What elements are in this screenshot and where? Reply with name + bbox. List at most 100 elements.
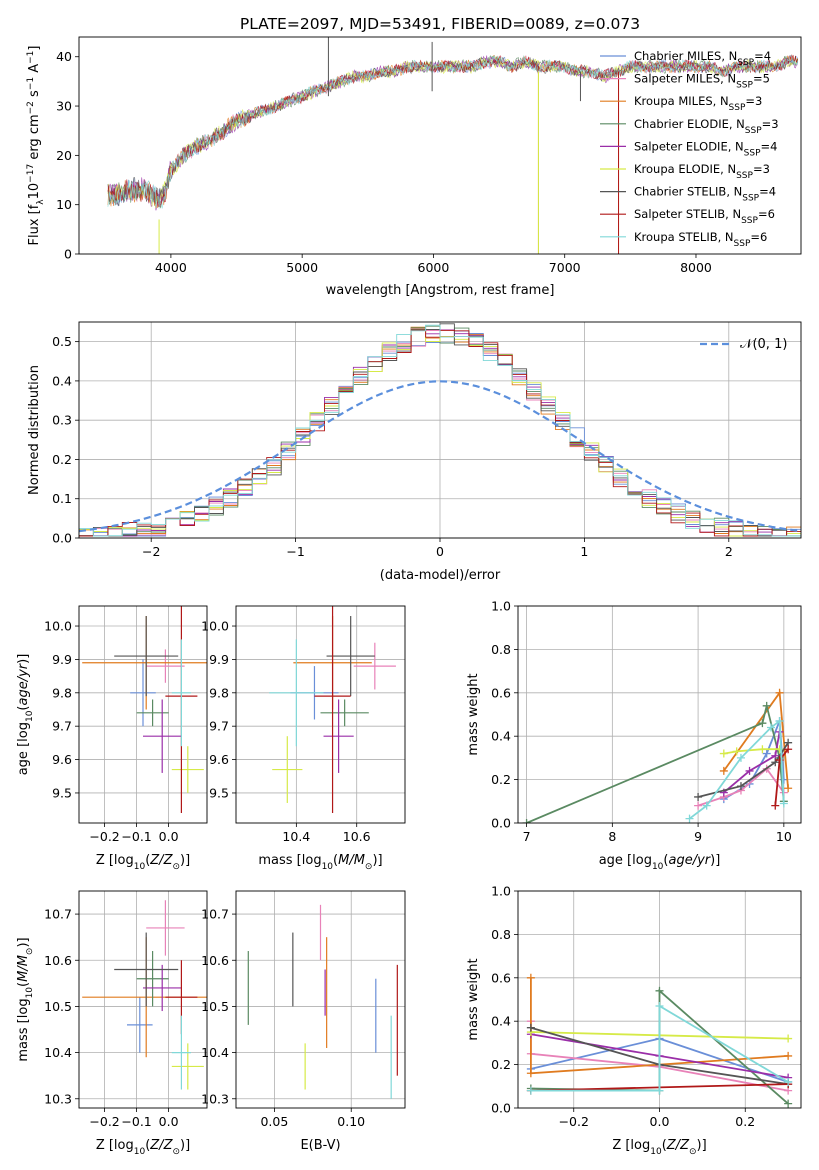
axes-frame-massweight-vs-Z	[517, 890, 802, 1109]
panel-age-vs-Z: −0.2 −0.1 0.0 9.5 9.6 9.7 9.8 9.9 10.0 Z [log10(Z…	[16, 605, 208, 872]
y-axis-label: age [log10(age/yr)]	[16, 654, 35, 776]
legend-label: Chabrier ELODIE, NSSP=3	[634, 117, 779, 136]
tick-label-y: 0.2	[491, 772, 511, 787]
tick-label-y: 10	[56, 197, 72, 212]
tick-label-y: 10.0	[201, 619, 229, 634]
y-axis-label: mass weight	[466, 673, 481, 755]
panel-age-vs-mass: 10.4 10.6 9.5 9.6 9.7 9.8 9.9 10.0 mass [log10(M…	[201, 605, 406, 872]
tick-label-x: −1	[286, 544, 304, 559]
tick-label-x: −0.1	[121, 1114, 151, 1129]
tick-label-y: 0.8	[491, 927, 511, 942]
tick-label-x: 8000	[680, 260, 712, 275]
weight-marker	[771, 758, 780, 767]
plot-area-massweight-vs-Z	[526, 973, 793, 1108]
tick-label-x: 4000	[155, 260, 187, 275]
weight-marker	[685, 814, 694, 823]
histogram-step	[79, 324, 801, 537]
tick-label-y: 1.0	[491, 599, 511, 614]
weight-line	[723, 731, 781, 794]
x-axis-label: age [log10(age/yr)]	[599, 853, 721, 872]
tick-label-y: 30	[56, 99, 72, 114]
axes-frame-residuals	[78, 321, 802, 539]
weight-marker	[784, 1099, 793, 1108]
tick-label-x: 0.0	[650, 1114, 670, 1129]
tick-label-y: 0	[64, 247, 72, 262]
tick-label-y: 0.2	[491, 1057, 511, 1072]
x-axis-label: (data-model)/error	[380, 568, 501, 583]
tick-label-x: 2	[725, 544, 733, 559]
weight-marker	[736, 782, 745, 791]
panel-mass-vs-Z: −0.2 −0.1 0.0 10.3 10.4 10.5 10.6 10.7 Z [log10(…	[16, 890, 208, 1157]
weight-marker	[694, 792, 703, 801]
weight-marker	[655, 1086, 664, 1095]
tick-label-y: 10.6	[201, 953, 229, 968]
tick-label-x: −2	[142, 544, 160, 559]
plot-area-age-vs-mass	[269, 606, 396, 813]
tick-label-y: 9.6	[52, 752, 72, 767]
weight-marker	[526, 1086, 535, 1095]
tick-label-y: 9.6	[209, 752, 229, 767]
tick-label-y: 10.5	[44, 999, 72, 1014]
tick-label-y: 9.7	[52, 719, 72, 734]
tick-label-x: 10	[776, 829, 792, 844]
tick-label-y: 0.1	[52, 491, 72, 506]
tick-label-x: −0.2	[89, 1114, 119, 1129]
axes-frame-age-vs-mass	[235, 605, 406, 824]
x-axis-label: Z [log10(Z/Z⊙)]	[96, 853, 190, 872]
legend-label: Kroupa ELODIE, NSSP=3	[634, 162, 770, 181]
tick-label-x: 7	[523, 829, 531, 844]
tick-label-x: 10.4	[282, 829, 310, 844]
tick-label-y: 0.3	[52, 413, 72, 428]
weight-marker	[779, 799, 788, 808]
figure-title: PLATE=2097, MJD=53491, FIBERID=0089, z=0…	[240, 15, 640, 33]
normal-curve	[79, 380, 801, 533]
weight-marker	[766, 723, 775, 732]
tick-label-y: 0.4	[52, 373, 72, 388]
grid-mass-vs-Z	[79, 891, 207, 1108]
tick-label-x: 7000	[549, 260, 581, 275]
weight-marker	[784, 1051, 793, 1060]
weight-marker	[762, 701, 771, 710]
tick-label-x: 6000	[418, 260, 450, 275]
panel-spectrum: 4000 5000 6000 7000 8000 0 10 20 30 40 wavelength …	[26, 36, 802, 298]
weight-marker	[694, 801, 703, 810]
tick-label-y: 0.5	[52, 334, 72, 349]
x-axis-label: E(B-V)	[300, 1138, 340, 1153]
x-axis-label: wavelength [Angstrom, rest frame]	[326, 283, 555, 298]
panel-massweight-vs-age: 7 8 9 10 0.0 0.2 0.4 0.6 0.8 1.0 age [log10(age/yr…	[466, 599, 802, 872]
weight-marker	[526, 1069, 535, 1078]
legend: 𝒩(0, 1)	[700, 337, 787, 352]
legend-label: Salpeter STELIB, NSSP=6	[634, 207, 775, 226]
weight-marker	[784, 1077, 793, 1086]
tick-label-y: 10.7	[44, 907, 72, 922]
tick-label-x: 0.05	[260, 1114, 288, 1129]
panel-residuals: −2 −1 0 1 2 0.0 0.1 0.2 0.3 0.4 0.5 (data-model)/er…	[27, 321, 802, 583]
axes-frame-massweight-vs-age	[517, 605, 802, 824]
weight-marker	[719, 766, 728, 775]
tick-label-y: 10.3	[201, 1091, 229, 1106]
tick-label-y: 0.2	[52, 452, 72, 467]
tick-label-x: −0.2	[89, 829, 119, 844]
weight-marker	[526, 973, 535, 982]
plot-area-spectrum	[107, 37, 799, 254]
tick-label-y: 20	[56, 148, 72, 163]
tick-label-x: 1	[580, 544, 588, 559]
weight-marker	[758, 745, 767, 754]
legend-label: Kroupa MILES, NSSP=3	[634, 94, 762, 113]
tick-label-y: 0.0	[491, 816, 511, 831]
panel-mass-vs-EBV: 0.05 0.10 10.3 10.4 10.5 10.6 10.7 E(B-V)	[201, 890, 406, 1153]
plot-area-massweight-vs-age	[522, 688, 793, 823]
tick-label-x: 10.6	[343, 829, 371, 844]
weight-marker	[775, 745, 784, 754]
tick-label-x: 0.10	[337, 1114, 365, 1129]
tick-label-y: 9.9	[52, 652, 72, 667]
plot-area-residuals	[79, 323, 801, 537]
tick-label-y: 9.9	[209, 652, 229, 667]
tick-label-y: 10.7	[201, 907, 229, 922]
legend-label: Kroupa STELIB, NSSP=6	[634, 230, 767, 249]
weight-marker	[526, 1023, 535, 1032]
panels: 4000 5000 6000 7000 8000010203040wavelength …	[16, 36, 802, 1157]
weight-marker	[655, 986, 664, 995]
weight-marker	[736, 753, 745, 762]
tick-label-y: 1.0	[491, 884, 511, 899]
